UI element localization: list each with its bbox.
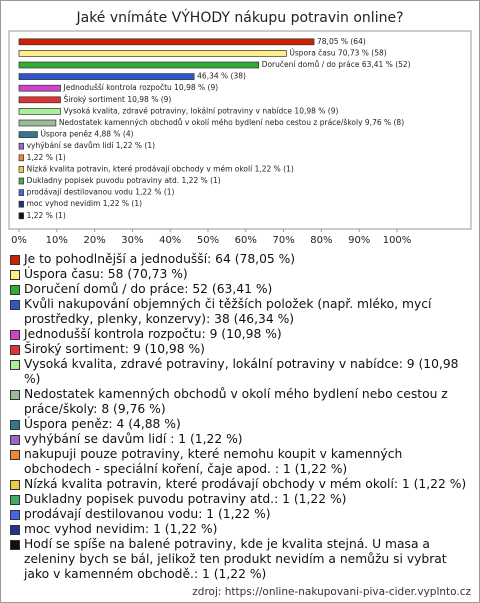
bar xyxy=(18,119,57,127)
value-label: Doručení domů / do práce 63,41 % (52) xyxy=(262,60,411,69)
bar xyxy=(18,73,195,80)
legend-item: Dukladny popisek puvodu potraviny atd.: … xyxy=(10,492,470,507)
value-label: Nedostatek kamenných obchodů v okolí méh… xyxy=(59,118,404,127)
x-tick-label: 90% xyxy=(348,235,370,246)
bar xyxy=(18,166,24,173)
legend-label: vyhýbání se davům lidí : 1 (1,22 %) xyxy=(24,432,243,446)
legend-label: Nedostatek kamenných obchodů v okolí méh… xyxy=(24,387,448,416)
legend-item: vyhýbání se davům lidí : 1 (1,22 %) xyxy=(10,432,470,447)
legend-swatch xyxy=(10,480,20,490)
value-label: Vysoká kvalita, zdravé potraviny, lokáln… xyxy=(64,106,339,115)
legend-item: Jednodušší kontrola rozpočtu: 9 (10,98 %… xyxy=(10,327,470,342)
value-label: 1,22 % (1) xyxy=(27,211,66,220)
legend-label: Nízká kvalita potravin, které prodávají … xyxy=(24,477,467,491)
x-tick-label: 0% xyxy=(11,235,27,246)
legend-item: Kvůli nakupování objemných či těžších po… xyxy=(10,297,470,327)
legend-swatch xyxy=(10,510,20,520)
bar xyxy=(18,96,61,104)
legend-swatch xyxy=(10,390,20,400)
legend-swatch xyxy=(10,255,20,265)
bar xyxy=(18,177,24,185)
x-tick-label: 50% xyxy=(197,235,219,246)
value-label: Úspora času 70,73 % (58) xyxy=(289,48,386,57)
value-label: Jednodušší kontrola rozpočtu 10,98 % (9) xyxy=(63,83,219,92)
x-tick-label: 100% xyxy=(383,235,412,246)
legend-item: Hodí se spíše na balené potraviny, kde j… xyxy=(10,537,470,582)
value-label: 46,34 % (38) xyxy=(197,72,246,81)
bar xyxy=(18,131,38,138)
legend-item: Úspora času: 58 (70,73 %) xyxy=(10,267,470,282)
legend-label: Doručení domů / do práce: 52 (63,41 %) xyxy=(24,282,273,296)
x-tick-label: 30% xyxy=(121,235,143,246)
x-tick-label: 80% xyxy=(310,235,332,246)
value-label: Úspora peněz 4,88 % (4) xyxy=(40,130,133,139)
legend-swatch xyxy=(10,420,20,430)
legend-item: nakupuji pouze potraviny, které nemohu k… xyxy=(10,447,470,477)
legend-label: Úspora peněz: 4 (4,88 %) xyxy=(24,417,181,431)
legend-label: Jednodušší kontrola rozpočtu: 9 (10,98 %… xyxy=(24,327,282,341)
legend-item: prodávají destilovanou vodu: 1 (1,22 %) xyxy=(10,507,470,522)
bar xyxy=(18,154,24,162)
legend-label: Široký sortiment: 9 (10,98 %) xyxy=(24,342,205,356)
value-label: Široký sortiment 10,98 % (9) xyxy=(64,95,172,104)
legend-item: moc vyhod nevidim: 1 (1,22 %) xyxy=(10,522,470,537)
bar xyxy=(18,38,315,46)
legend-label: Hodí se spíše na balené potraviny, kde j… xyxy=(24,537,447,581)
x-tick-label: 20% xyxy=(83,235,105,246)
legend-item: Úspora peněz: 4 (4,88 %) xyxy=(10,417,470,432)
bar xyxy=(18,189,24,196)
legend-item: Doručení domů / do práce: 52 (63,41 %) xyxy=(10,282,470,297)
legend-swatch xyxy=(10,300,20,310)
bar xyxy=(18,200,24,208)
x-tick-label: 70% xyxy=(272,235,294,246)
legend-label: Úspora času: 58 (70,73 %) xyxy=(24,267,188,281)
legend-swatch xyxy=(10,540,20,550)
legend: Je to pohodlnější a jednodušší: 64 (78,0… xyxy=(10,252,470,582)
legend-item: Vysoká kvalita, zdravé potraviny, lokáln… xyxy=(10,357,470,387)
value-label: 78,05 % (64) xyxy=(317,37,366,46)
source: zdroj: https://online-nakupovani-piva-ci… xyxy=(192,586,471,598)
legend-swatch xyxy=(10,450,20,460)
bar xyxy=(18,84,61,92)
legend-swatch xyxy=(10,525,20,535)
value-label: 1,22 % (1) xyxy=(27,153,66,162)
legend-item: Nedostatek kamenných obchodů v okolí méh… xyxy=(10,387,470,417)
chart: Jaké vnímáte VÝHODY nákupu potravin onli… xyxy=(8,9,472,246)
legend-label: nakupuji pouze potraviny, které nemohu k… xyxy=(24,447,403,476)
legend-swatch xyxy=(10,345,20,355)
legend-swatch xyxy=(10,360,20,370)
legend-label: Je to pohodlnější a jednodušší: 64 (78,0… xyxy=(24,252,296,266)
legend-swatch xyxy=(10,330,20,340)
legend-label: moc vyhod nevidim: 1 (1,22 %) xyxy=(24,522,218,536)
legend-label: Kvůli nakupování objemných či těžších po… xyxy=(24,297,432,326)
legend-label: Dukladny popisek puvodu potraviny atd.: … xyxy=(24,492,347,506)
bar xyxy=(18,108,61,115)
value-label: moc vyhod nevidim 1,22 % (1) xyxy=(27,199,142,208)
value-label: prodávají destilovanou vodu 1,22 % (1) xyxy=(27,188,175,197)
legend-swatch xyxy=(10,495,20,505)
legend-item: Široký sortiment: 9 (10,98 %) xyxy=(10,342,470,357)
legend-label: Vysoká kvalita, zdravé potraviny, lokáln… xyxy=(24,357,459,386)
legend-item: Nízká kvalita potravin, které prodávají … xyxy=(10,477,470,492)
legend-swatch xyxy=(10,435,20,445)
bar xyxy=(18,212,24,220)
plot-frame xyxy=(8,30,472,230)
legend-label: prodávají destilovanou vodu: 1 (1,22 %) xyxy=(24,507,271,521)
bar xyxy=(18,50,287,57)
chart-title: Jaké vnímáte VÝHODY nákupu potravin onli… xyxy=(75,9,403,26)
legend-swatch xyxy=(10,270,20,280)
legend-item: Je to pohodlnější a jednodušší: 64 (78,0… xyxy=(10,252,470,267)
x-tick-label: 10% xyxy=(46,235,68,246)
legend-swatch xyxy=(10,285,20,295)
bar xyxy=(18,61,260,69)
bar xyxy=(18,142,24,150)
value-label: Dukladny popisek puvodu potraviny atd. 1… xyxy=(27,176,221,185)
value-label: vyhýbání se davům lidí 1,22 % (1) xyxy=(27,141,155,150)
x-tick-label: 40% xyxy=(159,235,181,246)
value-label: Nízká kvalita potravin, které prodávají … xyxy=(27,164,294,173)
x-tick-label: 60% xyxy=(235,235,257,246)
